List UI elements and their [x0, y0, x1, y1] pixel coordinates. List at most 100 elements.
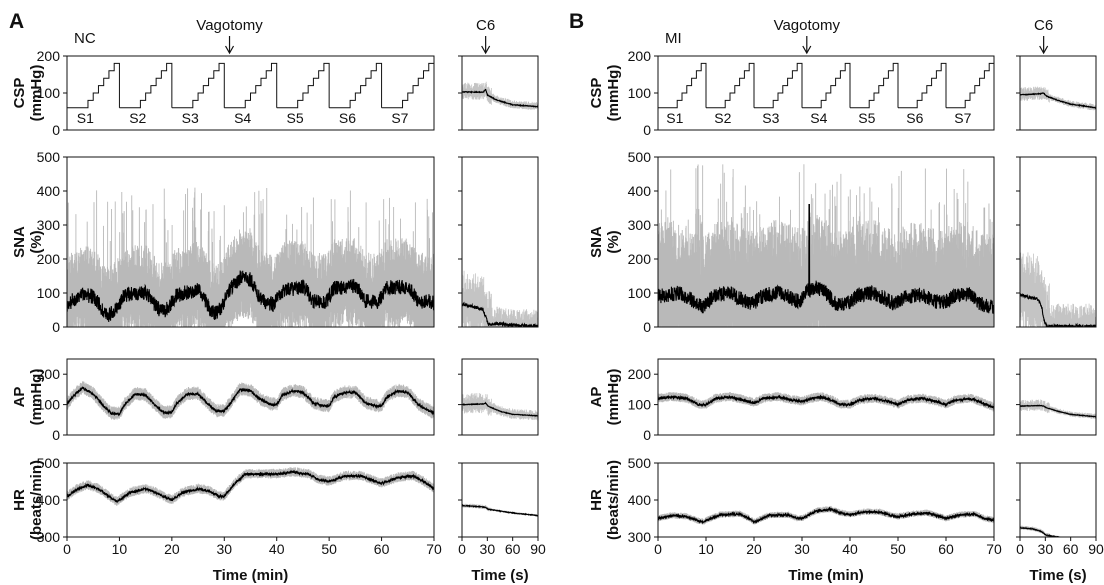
step-label: S7: [391, 110, 408, 126]
y-tick-label: 400: [628, 183, 652, 199]
y-tick-label: 0: [643, 427, 651, 443]
inset-series: [1020, 86, 1096, 111]
x-tick-label: 40: [842, 541, 858, 557]
group-label: MI: [665, 30, 682, 47]
y-axis-unit: (beats/min): [605, 460, 622, 540]
step-label: S3: [182, 110, 199, 126]
step-label: S4: [810, 110, 827, 126]
y-tick-label: 500: [628, 455, 652, 471]
y-tick-label: 100: [628, 285, 652, 301]
y-axis-label: CSP: [588, 78, 605, 109]
row-sna: SNA (%) 0 100 200 300 400 500: [588, 149, 1097, 335]
main-series: [67, 381, 434, 420]
inset-x-tick-label: 60: [505, 541, 521, 557]
mean-line: [658, 394, 994, 411]
inset-mean-line: [462, 401, 538, 418]
x-tick-label: 30: [216, 541, 232, 557]
y-tick-label: 200: [37, 48, 61, 64]
inset-plot-frame: [1019, 156, 1097, 328]
step-label: S5: [858, 110, 875, 126]
main-series: [67, 62, 434, 109]
inset-plot-frame: [461, 358, 539, 436]
vagotomy-arrowhead: [225, 45, 235, 55]
y-axis-label: CSP: [11, 78, 28, 109]
sem-band: [658, 505, 994, 525]
step-label: S2: [714, 110, 731, 126]
inset-plot-frame: [1019, 55, 1097, 131]
inset-x-axis-label: Time (s): [1029, 567, 1086, 584]
c6-label: C6: [1034, 17, 1053, 34]
main-series: [67, 467, 434, 507]
c6-arrowhead: [1039, 45, 1049, 55]
y-tick-label: 400: [37, 183, 61, 199]
y-tick-label: 500: [37, 455, 61, 471]
y-tick-label: 0: [52, 427, 60, 443]
mean-line: [658, 204, 994, 314]
inset-x-tick-label: 30: [480, 541, 496, 557]
inset-x-tick-label: 60: [1063, 541, 1079, 557]
main-plot-frame: [657, 462, 995, 538]
row-csp: CSP (mmHg) 0 100 200 S1 S2 S3 S4 S5 S6 S7: [11, 48, 539, 138]
x-tick-label: 30: [794, 541, 810, 557]
y-axis-unit: (mmHg): [28, 65, 45, 122]
inset-plot-frame: [461, 156, 539, 328]
y-tick-label: 200: [37, 251, 61, 267]
step-label: S7: [954, 110, 971, 126]
x-tick-label: 50: [321, 541, 337, 557]
x-tick-label: 60: [938, 541, 954, 557]
main-plot-frame: [657, 358, 995, 436]
y-axis-unit: (mmHg): [605, 369, 622, 426]
inset-x-tick-label: 90: [530, 541, 546, 557]
x-tick-label: 50: [890, 541, 906, 557]
x-tick-label: 10: [698, 541, 714, 557]
inset-plot-frame: [461, 55, 539, 131]
group-label: NC: [74, 30, 96, 47]
step-label: S2: [129, 110, 146, 126]
step-label: S5: [287, 110, 304, 126]
x-tick-label: 20: [164, 541, 180, 557]
y-tick-label: 100: [628, 397, 652, 413]
vagotomy-label: Vagotomy: [774, 17, 841, 34]
inset-sem-band: [462, 393, 538, 421]
y-tick-label: 400: [628, 492, 652, 508]
inset-sem-band: [1020, 525, 1065, 537]
step-label: S3: [762, 110, 779, 126]
x-tick-label: 20: [746, 541, 762, 557]
mean-line: [658, 506, 994, 525]
main-series: [658, 505, 994, 525]
inset-sem-band: [1020, 252, 1096, 327]
inset-x-tick-label: 0: [1016, 541, 1024, 557]
y-tick-label: 400: [37, 492, 61, 508]
row-csp: CSP (mmHg) 0 100 200 S1 S2 S3 S4 S5 S6 S7: [588, 48, 1097, 138]
vagotomy-label: Vagotomy: [196, 17, 263, 34]
x-tick-label: 10: [112, 541, 128, 557]
inset-mean-line: [462, 301, 538, 327]
inset-series: [462, 81, 538, 110]
y-tick-label: 100: [37, 397, 61, 413]
x-tick-label: 0: [63, 541, 71, 557]
main-series: [67, 187, 434, 327]
panel-letter: A: [9, 10, 24, 33]
inset-mean-line: [1020, 404, 1096, 418]
row-hr: HR(beats/min)300 400 500: [11, 455, 539, 545]
step-label: S1: [77, 110, 94, 126]
c6-arrowhead: [481, 45, 491, 55]
main-series: [658, 391, 994, 412]
main-plot-frame: [66, 55, 435, 131]
inset-series: [462, 503, 538, 517]
inset-plot-frame: [1019, 358, 1097, 436]
main-plot-frame: [66, 156, 435, 328]
inset-series: [1020, 399, 1096, 420]
y-tick-label: 500: [628, 149, 652, 165]
main-series: [658, 62, 994, 109]
inset-series: [1020, 525, 1096, 537]
y-axis-unit: (%): [605, 230, 622, 253]
y-axis-unit: (%): [28, 230, 45, 253]
inset-x-tick-label: 0: [458, 541, 466, 557]
inset-plot-frame: [1019, 462, 1097, 538]
y-axis-unit: (beats/min): [28, 460, 45, 540]
y-axis-label: AP: [588, 387, 605, 408]
x-tick-label: 70: [986, 541, 1002, 557]
